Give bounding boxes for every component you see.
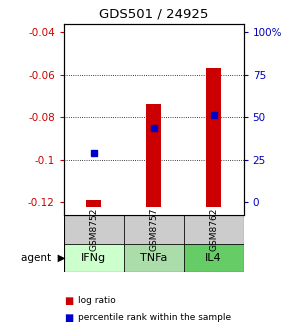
Text: IFNg: IFNg (81, 253, 106, 263)
Bar (64, 215, 124, 244)
Text: GSM8757: GSM8757 (149, 208, 158, 251)
Text: log ratio: log ratio (78, 296, 116, 305)
Bar (64, 244, 124, 272)
Text: TNFa: TNFa (140, 253, 167, 263)
Text: GSM8752: GSM8752 (89, 208, 98, 251)
Title: GDS501 / 24925: GDS501 / 24925 (99, 8, 209, 21)
Text: agent  ▶: agent ▶ (21, 253, 65, 263)
Bar (206, 68, 221, 207)
Bar (86, 200, 101, 207)
Bar (146, 104, 161, 207)
Bar (124, 215, 184, 244)
Text: percentile rank within the sample: percentile rank within the sample (78, 313, 231, 322)
Bar (184, 244, 244, 272)
Text: ■: ■ (64, 312, 73, 323)
Text: ■: ■ (64, 296, 73, 306)
Bar (184, 215, 244, 244)
Text: IL4: IL4 (205, 253, 222, 263)
Bar (124, 244, 184, 272)
Text: GSM8762: GSM8762 (209, 208, 218, 251)
